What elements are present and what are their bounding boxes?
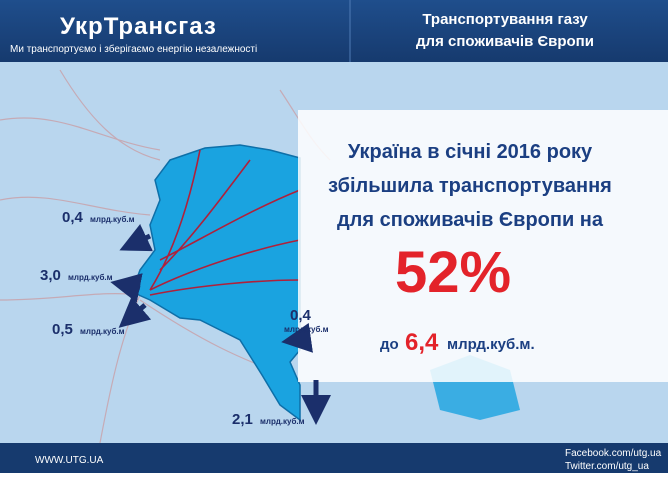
website: WWW.UTG.UA [35,455,104,466]
flow-value: 3,0 [40,267,61,284]
flow-unit: млрд.куб.м [68,273,113,282]
flow-arrows [110,224,331,425]
percent: 52% [395,240,511,305]
twitter: Twitter.com/utg_ua [565,461,649,472]
tagline: Ми транспортуємо і зберігаємо енергію не… [10,43,257,55]
header-bar [0,0,668,62]
logo: УкрТрансгаз [60,13,217,40]
panel-line: Україна в січні 2016 року [348,141,593,163]
flow-value: 2,1 [232,411,253,428]
prefix: до [380,336,399,353]
flow-unit: млрд.куб.м [80,327,125,336]
unit: млрд.куб.м. [447,336,535,353]
panel-line: збільшила транспортування [328,175,612,197]
flow-value: 0,4 [62,209,84,226]
amount: 6,4 [405,329,439,356]
footer-bar [0,443,668,473]
header-title: Транспортування газу [422,11,588,28]
flow-unit: млрд.куб.м [260,417,305,426]
facebook: Facebook.com/utg.ua [565,448,662,459]
ukraine-map [131,144,301,422]
flow-unit: млрд.куб.м [90,215,135,224]
panel-line: для споживачів Європи на [337,209,604,231]
header-title: для споживачів Європи [416,33,594,50]
flow-value: 0,5 [52,321,73,338]
flow-value: 0,4 [290,307,312,324]
pipelines-ukraine [149,149,301,296]
info-panel [298,110,668,382]
flow-unit: млрд.куб.м [284,325,329,334]
